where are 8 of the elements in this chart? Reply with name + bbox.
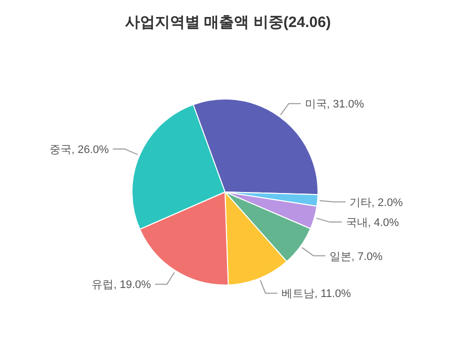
slice-label: 기타, 2.0% [350, 196, 403, 209]
slice-label: 유럽, 19.0% [92, 279, 152, 292]
slice-label: 중국, 26.0% [50, 144, 110, 156]
slice-label: 국내, 4.0% [346, 217, 400, 230]
slice-label: 일본, 7.0% [329, 250, 383, 263]
slice-label: 베트남, 11.0% [281, 288, 352, 300]
slice-label: 미국, 31.0% [304, 98, 364, 111]
chart-title: 사업지역별 매출액 비중(24.06) [125, 14, 331, 31]
